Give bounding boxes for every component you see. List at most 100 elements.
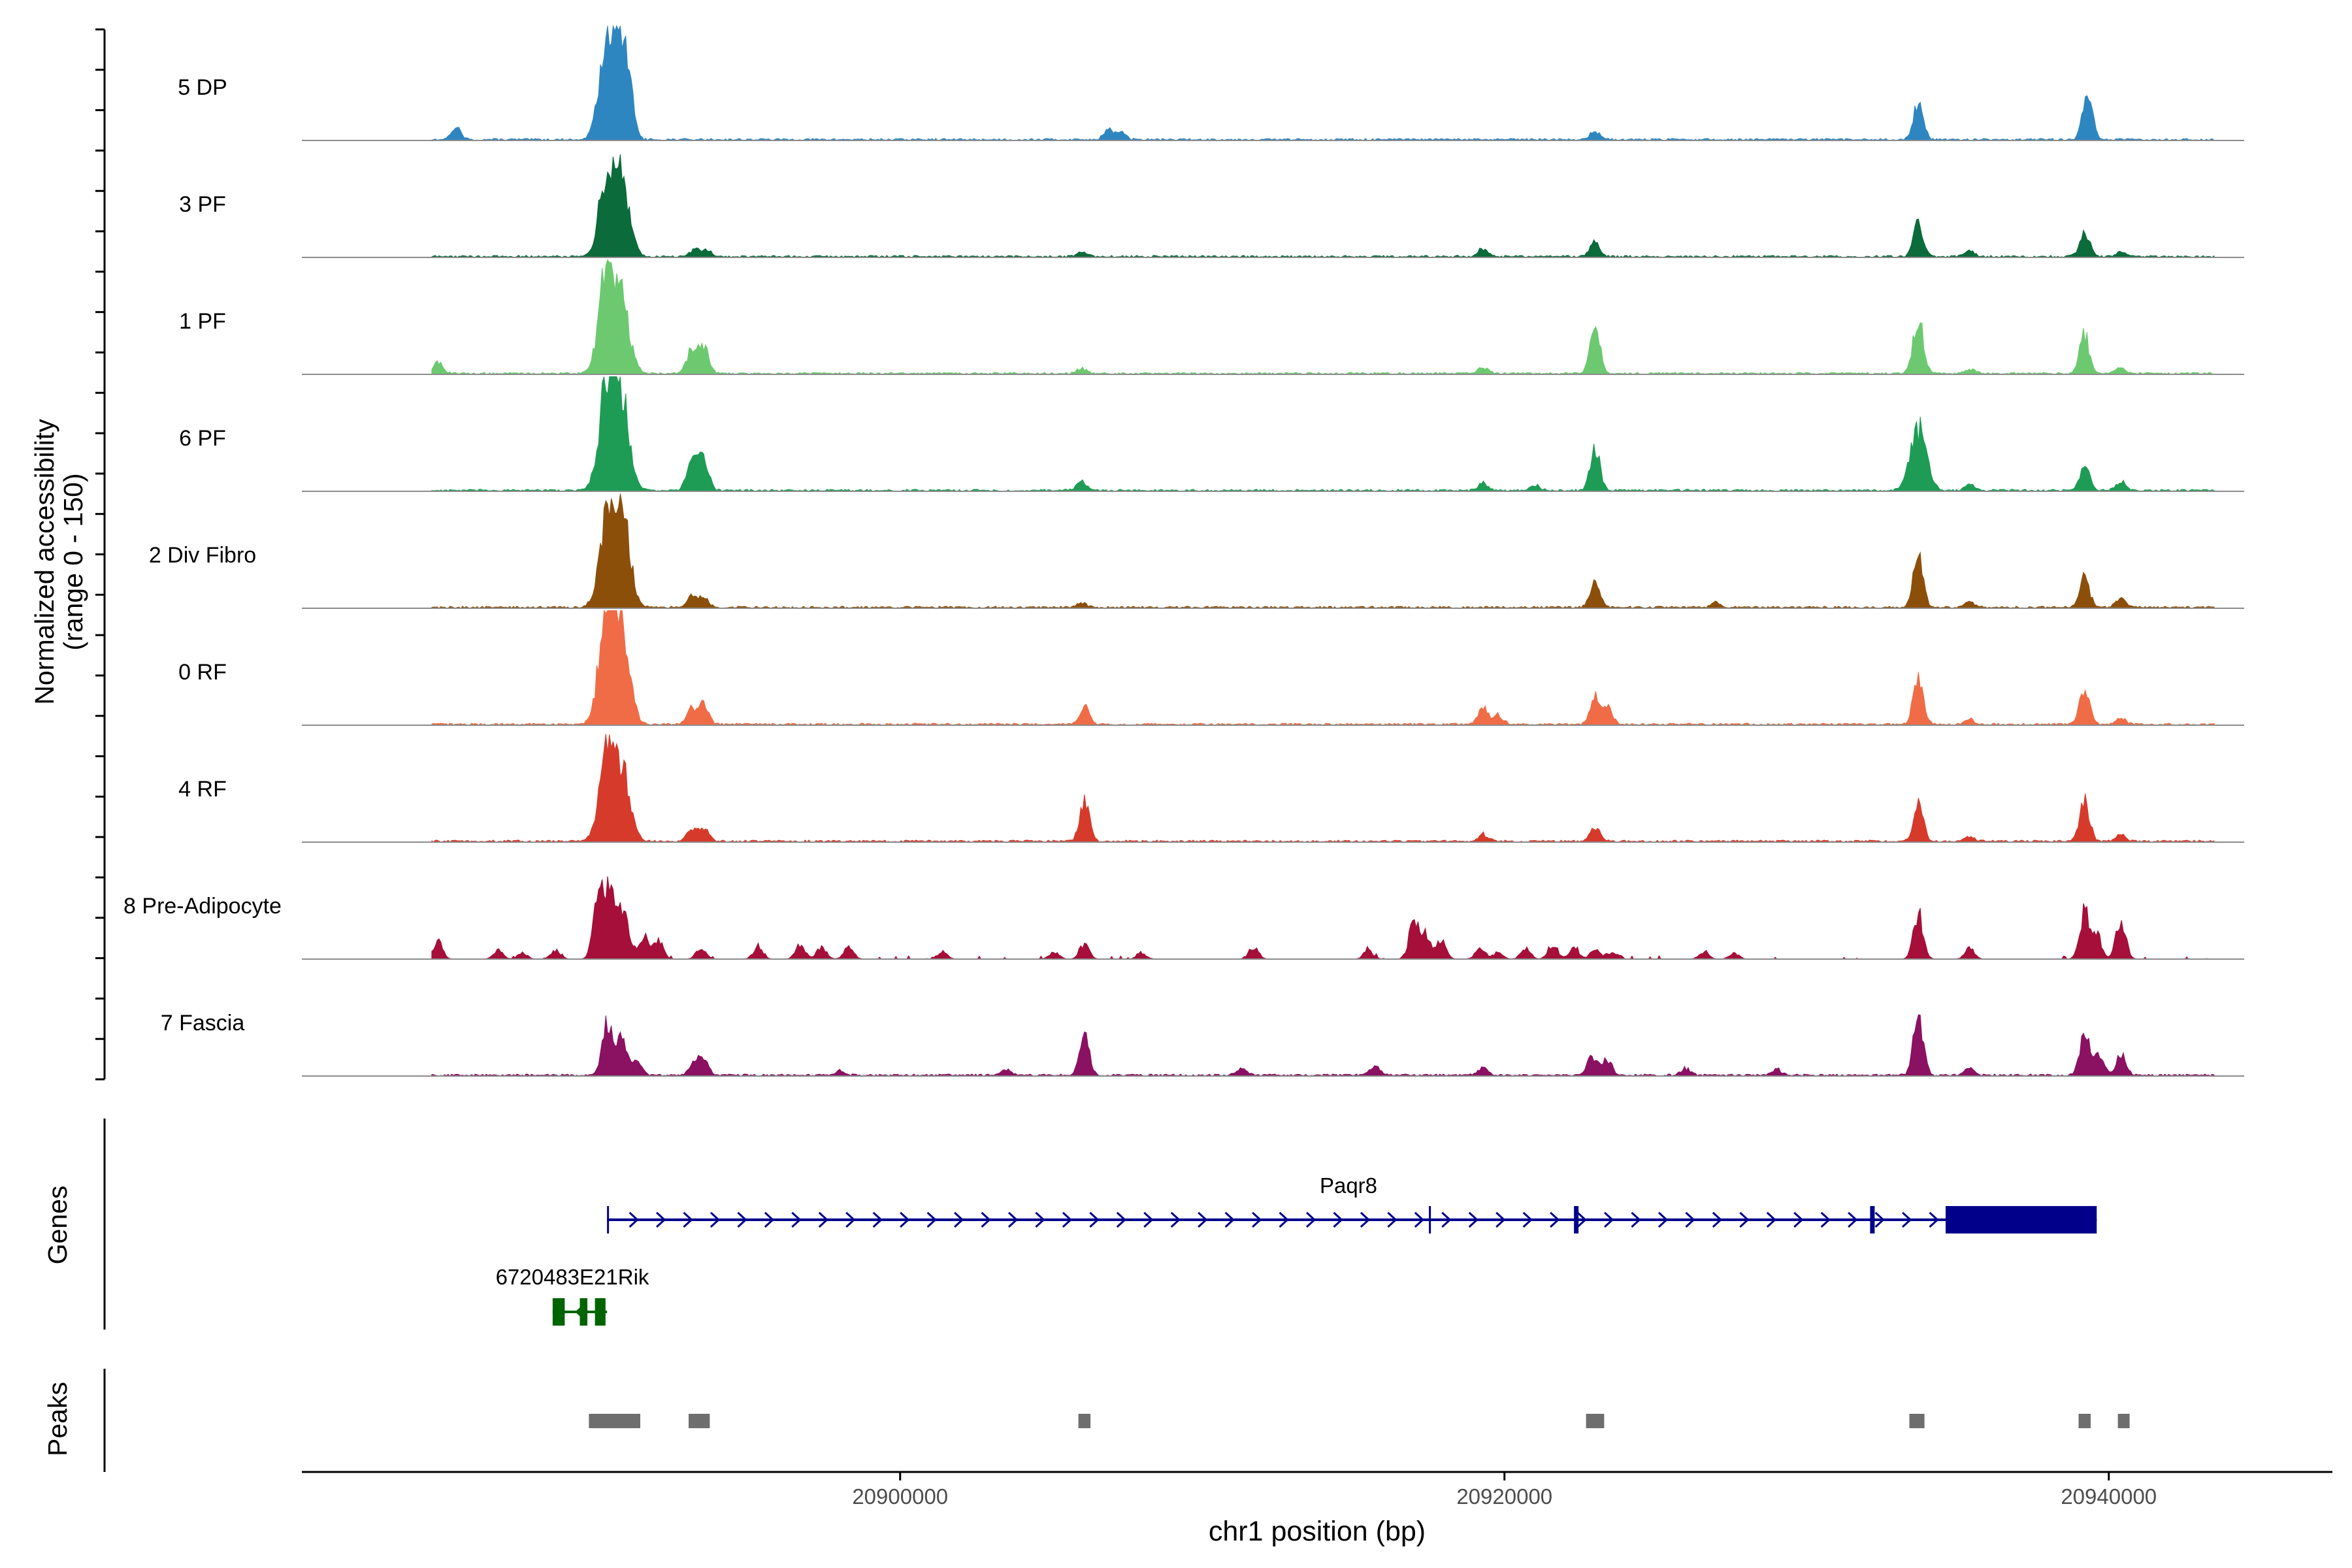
track-6: 4 RF — [178, 734, 2244, 843]
peak-region — [1909, 1414, 1925, 1428]
coverage-area — [431, 376, 2215, 492]
track-4: 2 Div Fibro — [149, 493, 2244, 609]
strand-arrow — [1279, 1211, 1289, 1228]
strand-arrow — [1874, 1211, 1885, 1228]
strand-arrow — [926, 1211, 937, 1228]
strand-arrow — [656, 1211, 666, 1228]
track-7: 8 Pre-Adipocyte — [123, 876, 2244, 960]
track-label: 2 Div Fibro — [149, 543, 256, 568]
strand-arrow — [1631, 1211, 1641, 1228]
track-label: 5 DP — [178, 75, 227, 100]
track-0: 5 DP — [178, 25, 2244, 141]
coverage-area — [431, 610, 2215, 726]
track-8: 7 Fascia — [161, 1011, 2244, 1077]
strand-arrow — [1550, 1211, 1560, 1228]
exon — [1870, 1206, 1875, 1233]
strand-arrow — [1495, 1211, 1506, 1228]
track-2: 1 PF — [179, 259, 2244, 375]
x-axis-label: chr1 position (bp) — [1209, 1516, 1426, 1547]
strand-arrow — [1143, 1211, 1154, 1228]
strand-arrow — [710, 1211, 721, 1228]
strand-arrow — [1576, 1211, 1587, 1228]
strand-arrow — [845, 1211, 856, 1228]
strand-arrow — [1441, 1211, 1452, 1228]
strand-arrow — [1604, 1211, 1614, 1228]
y-axis-label: Normalized accessibility — [29, 419, 59, 705]
genes-panel: Paqr8 6720483E21Rik — [103, 1119, 2097, 1330]
gene-6720483E21Rik: 6720483E21Rik — [496, 1265, 649, 1326]
peaks-panel-label: Peaks — [42, 1382, 73, 1456]
peak-region — [589, 1414, 640, 1428]
coverage-area — [431, 25, 2215, 141]
strand-arrow — [1685, 1211, 1695, 1228]
exon — [1429, 1206, 1431, 1233]
strand-arrow — [1089, 1211, 1100, 1228]
strand-arrow — [1848, 1211, 1858, 1228]
strand-arrow — [900, 1211, 910, 1228]
strand-arrow — [1766, 1211, 1776, 1228]
strand-arrow — [1305, 1211, 1316, 1228]
genes-panel-label: Genes — [42, 1186, 73, 1265]
exon — [1574, 1206, 1579, 1233]
strand-arrow — [1170, 1211, 1181, 1228]
strand-arrow — [1902, 1211, 1912, 1228]
strand-arrow — [1333, 1211, 1343, 1228]
strand-arrow — [1820, 1211, 1831, 1228]
strand-arrow — [1116, 1211, 1127, 1228]
coverage-area — [431, 1014, 2215, 1077]
strand-arrow — [1252, 1211, 1262, 1228]
strand-arrow — [1007, 1211, 1019, 1228]
strand-arrow — [683, 1211, 693, 1228]
strand-arrow — [1793, 1211, 1804, 1228]
strand-arrow — [1224, 1211, 1235, 1228]
strand-arrow — [764, 1211, 775, 1228]
exon — [580, 1298, 588, 1326]
strand-arrow — [1198, 1211, 1208, 1228]
strand-arrow — [1062, 1211, 1073, 1228]
coverage-area — [431, 493, 2215, 609]
strand-arrow — [1387, 1211, 1397, 1228]
peaks-panel — [103, 1369, 2130, 1472]
track-label: 6 PF — [179, 426, 226, 451]
x-tick-label: 20900000 — [852, 1484, 948, 1509]
track-label: 8 Pre-Adipocyte — [123, 894, 282, 919]
exon — [607, 1206, 610, 1233]
track-3: 6 PF — [179, 376, 2244, 492]
x-tick-label: 20920000 — [1456, 1484, 1552, 1509]
track-label: 4 RF — [178, 777, 227, 802]
track-label: 3 PF — [179, 192, 226, 217]
track-1: 3 PF — [179, 154, 2244, 258]
exon — [552, 1298, 565, 1326]
peak-region — [2078, 1414, 2091, 1428]
coverage-area — [431, 259, 2216, 375]
track-label: 1 PF — [179, 309, 226, 334]
strand-arrow — [954, 1211, 964, 1228]
strand-arrow — [1360, 1211, 1371, 1228]
y-axis-range-label: (range 0 - 150) — [58, 473, 88, 650]
strand-arrow — [1468, 1211, 1478, 1228]
exon — [1946, 1206, 2097, 1233]
track-5: 0 RF — [178, 610, 2244, 726]
gene-Paqr8: Paqr8 — [607, 1173, 2097, 1233]
x-axis: 20900000 20920000 20940000 — [302, 1471, 2332, 1509]
strand-arrow — [737, 1211, 747, 1228]
peak-region — [2117, 1414, 2130, 1428]
peak-region — [1586, 1414, 1605, 1428]
strand-arrow — [1739, 1211, 1750, 1228]
track-label: 0 RF — [178, 660, 227, 685]
x-tick-label: 20940000 — [2061, 1484, 2157, 1509]
coverage-area — [431, 734, 2215, 843]
strand-arrow — [1522, 1211, 1533, 1228]
peak-region — [1078, 1414, 1091, 1428]
exon — [595, 1298, 606, 1326]
strand-arrow — [629, 1211, 639, 1228]
track-label: 7 Fascia — [161, 1011, 245, 1036]
strand-arrow — [981, 1211, 991, 1228]
gene-label: 6720483E21Rik — [496, 1265, 649, 1289]
strand-arrow — [818, 1211, 828, 1228]
strand-arrow — [1929, 1211, 1939, 1228]
gene-label: Paqr8 — [1320, 1173, 1377, 1198]
strand-arrow — [791, 1211, 802, 1228]
coverage-panel: 5 DP 3 PF 1 PF 6 PF 2 Div Fibro 0 RF 4 RF 8 Pre… — [95, 25, 2244, 1081]
